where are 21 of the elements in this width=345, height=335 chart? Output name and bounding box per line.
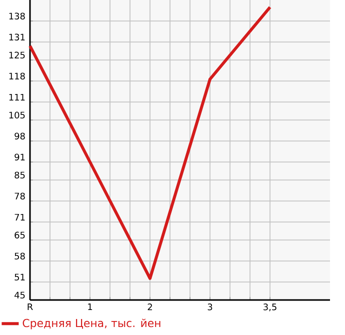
y-tick-label: 138 (9, 12, 25, 20)
y-tick-label: 91 (14, 154, 25, 160)
y-tick-label: 125 (9, 52, 25, 58)
x-tick-label: 2 (148, 304, 152, 310)
y-tick-label: 118 (9, 72, 25, 80)
x-tick-label: 3 (208, 304, 212, 310)
y-tick-label: 51 (14, 274, 25, 280)
y-tick-label: 78 (14, 192, 25, 200)
y-tick-label: 111 (9, 94, 25, 100)
y-tick-label: 98 (14, 132, 25, 140)
legend-label: Средняя Цена, тыс. йен (22, 318, 160, 330)
x-tick-label: 3,5 (264, 304, 276, 312)
y-tick-label: 45 (14, 292, 25, 298)
y-tick-label: 71 (14, 214, 25, 220)
y-tick-label: 65 (14, 232, 25, 238)
y-tick-label: 131 (9, 34, 25, 40)
x-tick-label: R (28, 304, 33, 310)
y-tick-label: 85 (14, 172, 25, 178)
x-tick-label: 1 (88, 304, 92, 310)
y-tick-label: 58 (14, 252, 25, 260)
y-tick-label: 105 (9, 112, 25, 118)
